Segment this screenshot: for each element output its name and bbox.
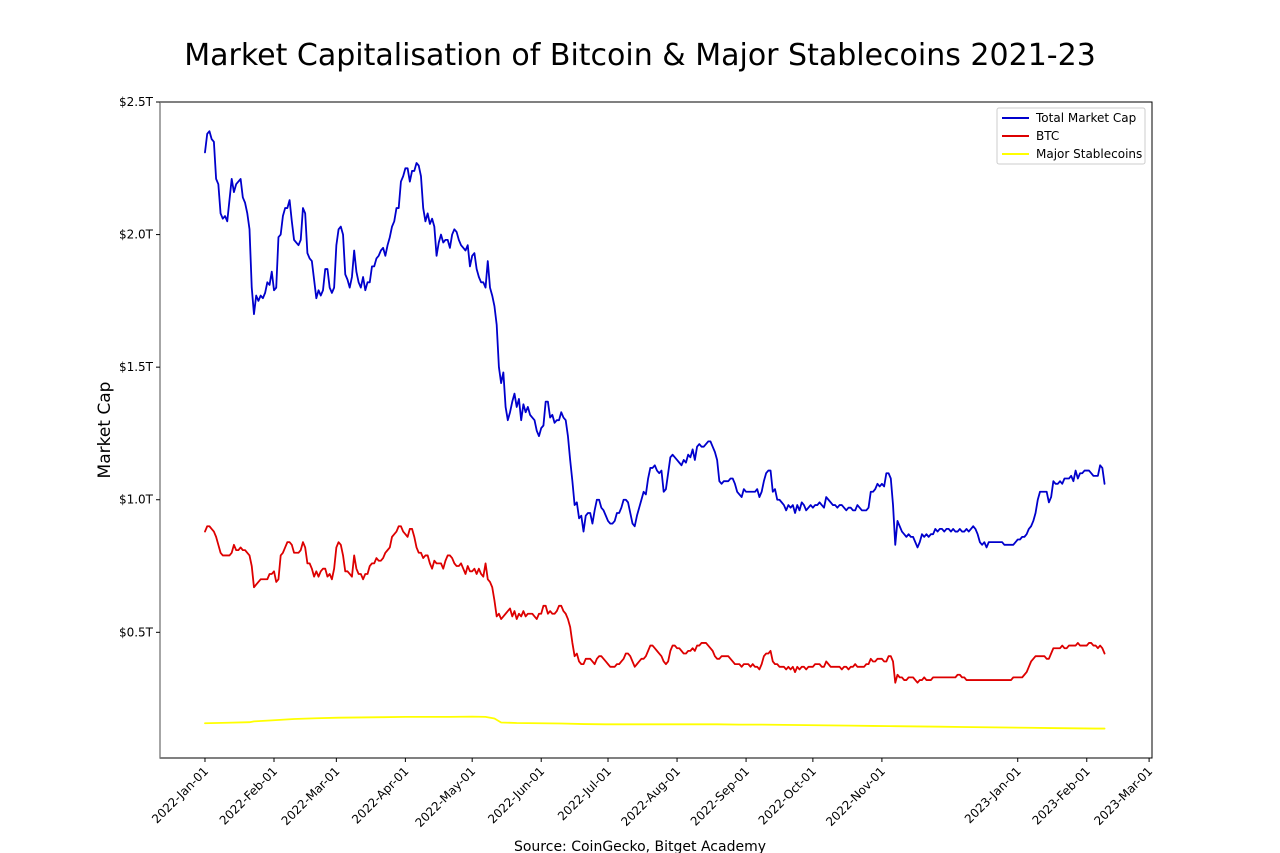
series-layer bbox=[204, 130, 1106, 730]
y-tick-label: $0.5T bbox=[119, 625, 154, 639]
y-tick-label: $2.0T bbox=[119, 228, 154, 242]
series-line-total-market-cap bbox=[204, 130, 1106, 549]
chart-title: Market Capitalisation of Bitcoin & Major… bbox=[184, 38, 1096, 73]
legend-label-btc: BTC bbox=[1036, 129, 1059, 143]
series-line-major-stablecoins bbox=[204, 715, 1106, 730]
y-tick-label: $2.5T bbox=[119, 95, 154, 109]
y-tick-label: $1.5T bbox=[119, 360, 154, 374]
y-tick-label: $1.0T bbox=[119, 493, 154, 507]
y-axis-ticks: $0.5T $1.0T $1.5T $2.0T $2.5T bbox=[119, 95, 160, 639]
source-note: Source: CoinGecko, Bitget Academy bbox=[514, 839, 766, 853]
legend-box bbox=[996, 107, 1146, 165]
series-line-btc bbox=[204, 525, 1106, 684]
y-axis-label: Market Cap bbox=[95, 382, 115, 479]
legend-label-major-stablecoins: Major Stablecoins bbox=[1036, 147, 1142, 161]
legend: Total Market Cap BTC Major Stablecoins bbox=[996, 107, 1146, 165]
legend-label-total-market-cap: Total Market Cap bbox=[1035, 111, 1136, 125]
